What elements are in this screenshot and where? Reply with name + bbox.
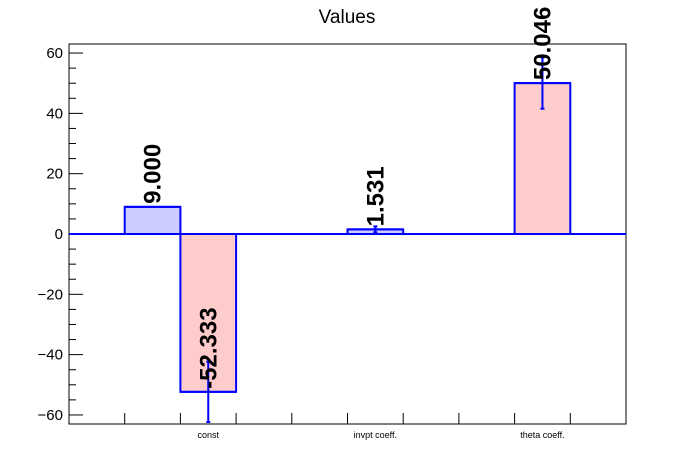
data-label: 50.046 <box>529 7 556 80</box>
data-label: 1.531 <box>362 166 389 226</box>
x-axis: const invpt coeff. theta coeff. <box>124 413 571 440</box>
x-category-label: theta coeff. <box>520 430 564 440</box>
y-axis: −60 −40 −20 0 20 40 60 <box>38 45 83 424</box>
data-label: 9.000 <box>140 144 167 204</box>
y-tick-label: 40 <box>46 105 63 122</box>
bars-group <box>123 82 572 393</box>
y-tick-label: 0 <box>55 226 63 243</box>
y-tick-label: 60 <box>46 45 63 62</box>
y-tick-label: 20 <box>46 166 63 183</box>
bar <box>123 205 182 236</box>
y-tick-label: −60 <box>38 407 63 424</box>
x-category-label: const <box>197 430 219 440</box>
y-tick-label: −20 <box>38 286 63 303</box>
y-tick-label: −40 <box>38 347 63 364</box>
x-category-label: invpt coeff. <box>354 430 397 440</box>
chart-title: Values <box>319 7 376 28</box>
data-label: -52.333 <box>195 307 222 388</box>
data-labels-group: 9.000 -52.333 1.531 50.046 <box>140 7 557 389</box>
error-bars-group <box>124 56 571 423</box>
